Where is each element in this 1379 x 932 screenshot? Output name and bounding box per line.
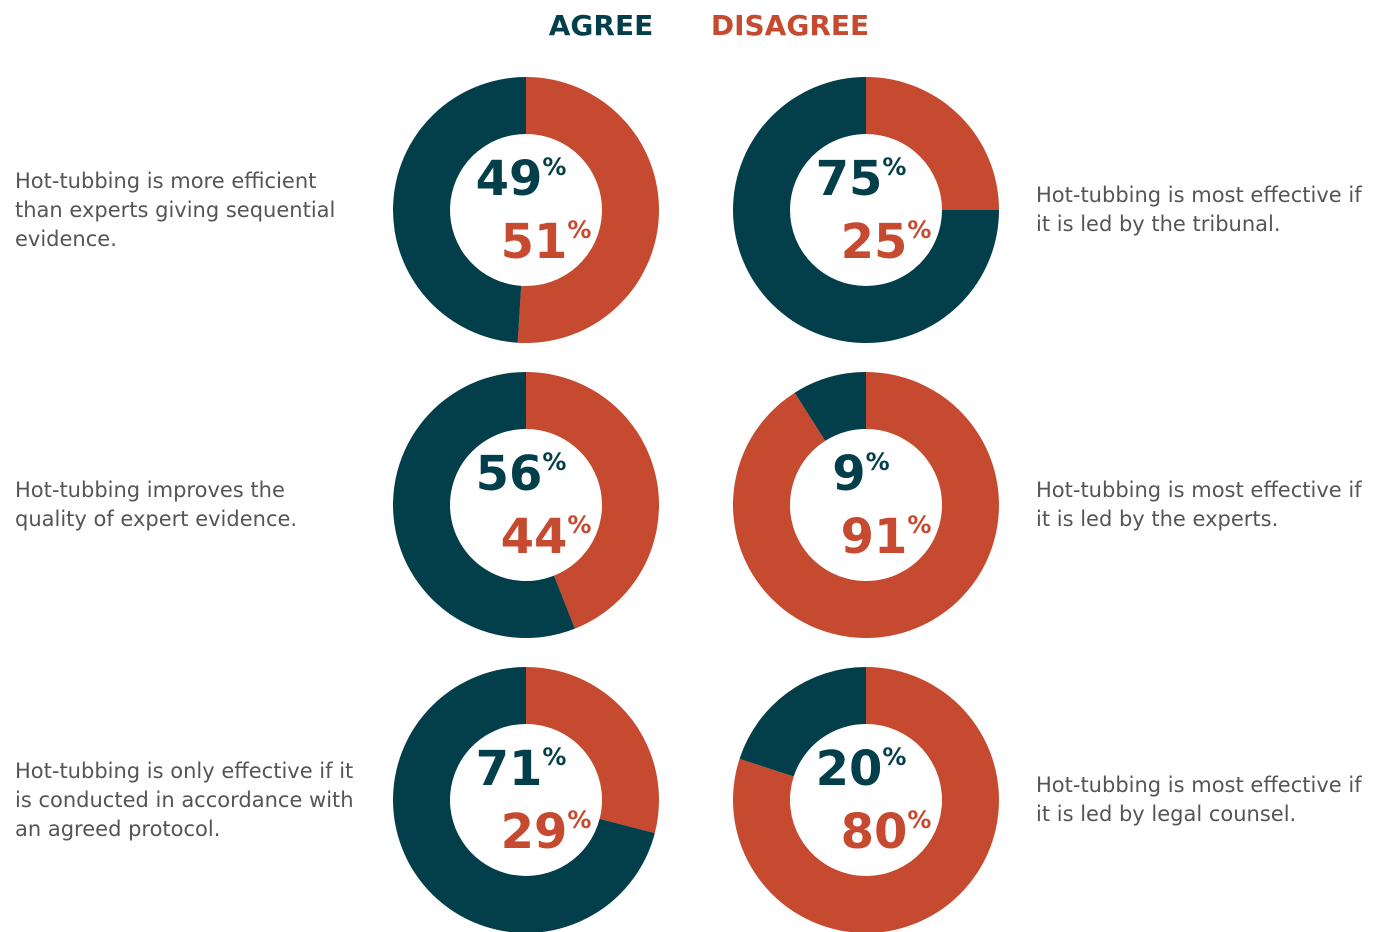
segment-disagree: [526, 372, 659, 629]
value-label: 9%: [832, 446, 889, 502]
statement: Hot-tubbing is more efficient than exper…: [15, 168, 336, 251]
statement: Hot-tubbing is most effective if it is l…: [1036, 183, 1362, 236]
value-label: 29%: [501, 804, 592, 860]
segment-disagree: [517, 77, 659, 343]
segment-agree: [733, 77, 999, 343]
segment-disagree: [733, 667, 999, 932]
segment-agree: [392, 77, 526, 343]
value-label: 20%: [816, 741, 907, 797]
segment-agree: [393, 372, 575, 638]
value-label: 51%: [501, 214, 592, 270]
segment-disagree: [866, 77, 999, 210]
value-label: 71%: [476, 741, 567, 797]
statement: Hot-tubbing improves the quality of expe…: [15, 478, 298, 531]
value-label: 75%: [816, 151, 907, 207]
statement: Hot-tubbing is most effective if it is l…: [1036, 478, 1362, 531]
value-label: 56%: [476, 446, 567, 502]
segment-agree: [393, 667, 655, 932]
value-label: 49%: [476, 151, 567, 207]
value-label: 44%: [501, 509, 592, 565]
legend-agree: AGREE: [549, 9, 653, 42]
legend-disagree: DISAGREE: [711, 9, 869, 42]
value-label: 25%: [841, 214, 932, 270]
segment-disagree: [526, 667, 659, 834]
value-label: 80%: [841, 804, 932, 860]
value-label: 91%: [841, 509, 932, 565]
segment-disagree: [732, 372, 999, 638]
segment-agree: [739, 667, 866, 777]
statement: Hot-tubbing is only effective if it is c…: [15, 758, 354, 841]
segment-agree: [794, 372, 866, 441]
statement: Hot-tubbing is most effective if it is l…: [1036, 773, 1362, 826]
